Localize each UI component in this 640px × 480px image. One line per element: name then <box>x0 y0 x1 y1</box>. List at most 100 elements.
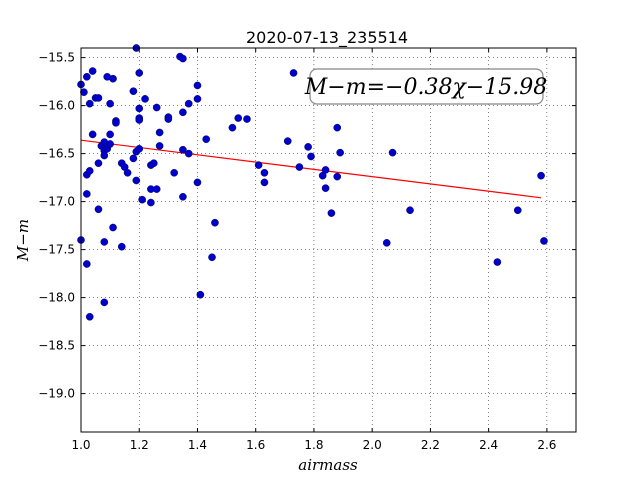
data-point <box>513 206 522 215</box>
y-tick-label: −16.0 <box>38 99 75 113</box>
data-point <box>260 178 269 187</box>
data-point <box>129 87 138 95</box>
data-point <box>132 176 141 185</box>
data-point <box>83 73 91 81</box>
x-tick-label: 1.2 <box>130 438 149 452</box>
axis-ticks <box>80 48 576 432</box>
data-point <box>135 104 144 113</box>
x-tick-label: 2.4 <box>479 438 498 452</box>
data-point <box>135 144 144 153</box>
data-point <box>537 171 545 180</box>
data-point <box>109 74 117 83</box>
data-point <box>106 130 114 139</box>
data-point <box>193 81 202 90</box>
data-point <box>228 123 237 132</box>
data-point <box>147 198 155 207</box>
data-point <box>193 95 202 103</box>
data-point <box>321 184 330 192</box>
fit-equation: M−m=−0.38χ−15.98 <box>304 75 547 100</box>
plot-frame <box>80 47 577 433</box>
data-point <box>80 88 88 96</box>
data-point <box>283 137 292 145</box>
x-tick-label: 1.8 <box>304 438 323 452</box>
data-point <box>85 167 94 175</box>
data-point <box>304 143 312 151</box>
data-point <box>83 190 91 198</box>
data-point <box>88 67 97 75</box>
data-point <box>123 168 132 177</box>
data-point <box>170 168 178 177</box>
x-tick-label: 2.0 <box>363 438 382 452</box>
data-point <box>321 166 330 174</box>
data-point <box>388 148 397 157</box>
data-point <box>493 258 502 266</box>
data-point <box>184 99 193 108</box>
data-point <box>179 54 187 63</box>
data-point <box>94 94 103 102</box>
data-point <box>336 148 344 157</box>
data-point <box>406 206 414 215</box>
y-tick-label: −18.5 <box>38 339 75 353</box>
data-point <box>83 260 91 268</box>
data-point <box>333 123 342 132</box>
data-point <box>260 168 269 177</box>
data-point <box>179 108 187 117</box>
data-point <box>109 223 117 232</box>
y-tick-label: −17.0 <box>38 195 75 209</box>
data-point <box>254 161 263 169</box>
x-tick-label: 1.4 <box>188 438 207 452</box>
grid-lines <box>80 48 576 432</box>
data-point <box>155 128 164 137</box>
data-point <box>94 159 103 167</box>
data-point <box>234 114 243 122</box>
x-axis-label: airmass <box>298 456 358 474</box>
data-point <box>94 205 103 214</box>
data-point <box>211 218 219 227</box>
data-point <box>179 192 187 201</box>
data-point <box>164 115 173 123</box>
x-tick-labels: 1.0 1.2 1.4 1.6 1.8 2.0 2.2 2.4 2.6 <box>71 438 556 452</box>
x-tick-label: 1.0 <box>71 438 90 452</box>
fit-line <box>80 139 542 199</box>
data-point <box>117 242 126 251</box>
x-tick-label: 2.2 <box>421 438 440 452</box>
data-point <box>135 69 144 77</box>
data-point <box>382 239 391 247</box>
data-point <box>184 149 193 158</box>
y-tick-labels: −15.5 −16.0 −16.5 −17.0 −17.5 −18.0 −18.5 −19.0 <box>38 51 75 401</box>
data-point <box>100 151 109 160</box>
data-point <box>243 115 251 123</box>
data-point <box>295 163 304 171</box>
data-point <box>327 209 336 217</box>
data-point <box>155 142 164 150</box>
y-tick-label: −17.5 <box>38 243 75 257</box>
data-point <box>100 238 109 246</box>
x-tick-label: 2.6 <box>537 438 556 452</box>
data-point <box>85 312 94 321</box>
data-point <box>179 145 187 154</box>
data-point <box>88 130 97 139</box>
data-point <box>138 195 146 204</box>
data-point <box>100 298 109 307</box>
data-point <box>152 103 161 112</box>
fit-line-group <box>80 139 542 199</box>
data-point <box>208 253 216 262</box>
data-point <box>152 185 161 193</box>
data-point <box>85 99 94 108</box>
data-point <box>202 135 211 143</box>
data-point <box>307 152 315 161</box>
data-point <box>540 237 548 245</box>
data-point <box>129 154 138 163</box>
y-tick-label: −15.5 <box>38 51 75 65</box>
data-point <box>193 178 202 187</box>
y-tick-label: −19.0 <box>38 387 75 401</box>
x-tick-label: 1.6 <box>246 438 265 452</box>
data-point <box>112 119 120 127</box>
data-point <box>106 140 114 148</box>
fit-equation-box <box>309 68 544 105</box>
data-point <box>333 172 342 181</box>
data-point <box>135 116 144 124</box>
data-points <box>77 44 548 321</box>
data-point <box>149 159 158 167</box>
